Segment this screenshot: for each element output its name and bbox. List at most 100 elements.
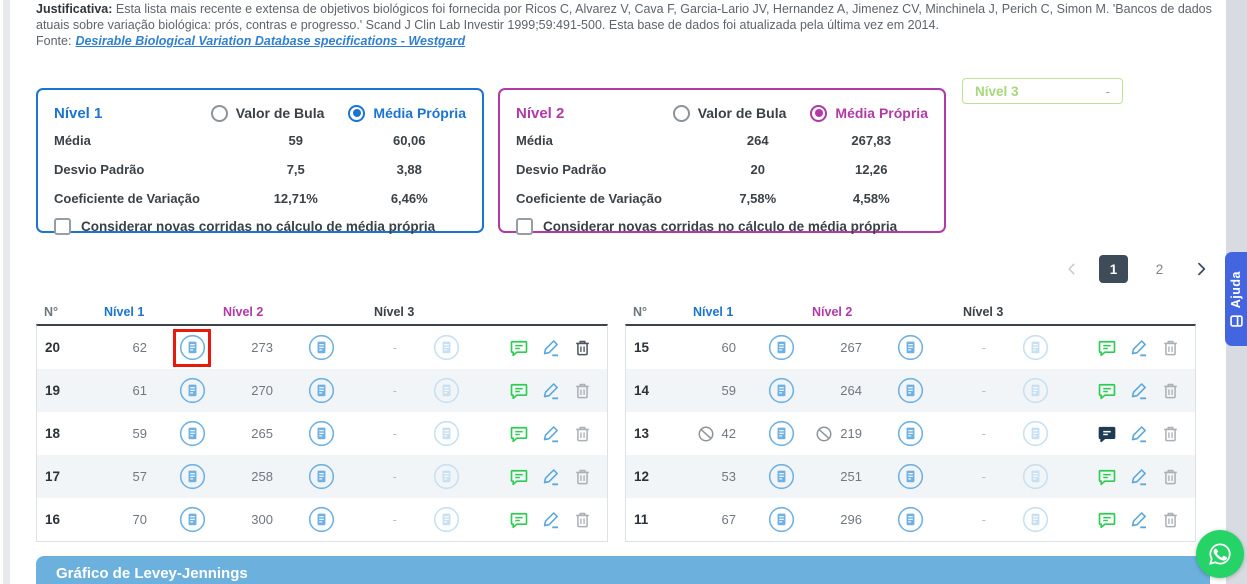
header-level2: Nível 2 (223, 305, 264, 319)
edit-button[interactable] (540, 380, 561, 401)
level1-detail-button[interactable] (767, 420, 795, 448)
document-icon (1022, 420, 1048, 447)
comment-button[interactable] (508, 509, 529, 530)
level2-consider-runs-checkbox[interactable]: Considerar novas corridas no cálculo de … (516, 218, 928, 235)
level2-detail-button[interactable] (307, 463, 335, 491)
level3-detail-button[interactable] (432, 420, 460, 448)
level2-detail-button[interactable] (896, 420, 924, 448)
level2-detail-button[interactable] (896, 377, 924, 405)
edit-button[interactable] (540, 509, 561, 530)
level3-detail-button[interactable] (432, 463, 460, 491)
delete-button[interactable] (1160, 466, 1181, 487)
level1-detail-button[interactable] (178, 377, 206, 405)
level1-detail-button[interactable] (767, 334, 795, 362)
comment-icon (510, 340, 527, 356)
comment-button[interactable] (1096, 337, 1117, 358)
level1-detail-button[interactable] (767, 506, 795, 534)
pagination-next-button[interactable] (1191, 259, 1211, 279)
level3-detail-button[interactable] (1021, 506, 1049, 534)
level3-panel[interactable]: Nível 3 - (962, 78, 1123, 104)
comment-button[interactable] (508, 466, 529, 487)
edit-button[interactable] (1128, 423, 1149, 444)
pagination-prev-button[interactable] (1062, 259, 1082, 279)
level3-detail-button[interactable] (1021, 377, 1049, 405)
radio-unchecked-icon[interactable] (672, 104, 690, 122)
radio-checked-icon[interactable] (348, 104, 366, 122)
pagination-page-2[interactable]: 2 (1155, 261, 1164, 277)
delete-button[interactable] (572, 380, 593, 401)
edit-button[interactable] (540, 423, 561, 444)
level2-detail-button[interactable] (896, 506, 924, 534)
level2-detail-button[interactable] (307, 506, 335, 534)
comment-button[interactable] (1096, 423, 1117, 444)
level1-detail-button[interactable] (178, 463, 206, 491)
level1-value: 70 (132, 512, 147, 527)
trash-icon (1164, 469, 1177, 484)
edit-button[interactable] (540, 466, 561, 487)
edit-button[interactable] (1128, 380, 1149, 401)
level3-detail-button[interactable] (1021, 463, 1049, 491)
comment-button[interactable] (1096, 466, 1117, 487)
comment-button[interactable] (508, 380, 529, 401)
delete-button[interactable] (572, 509, 593, 530)
edit-button[interactable] (540, 337, 561, 358)
delete-button[interactable] (572, 337, 593, 358)
document-icon (897, 420, 923, 447)
edit-button[interactable] (1128, 466, 1149, 487)
level3-detail-button[interactable] (1021, 334, 1049, 362)
level1-title: Nível 1 (54, 104, 103, 122)
edit-button[interactable] (1128, 509, 1149, 530)
level1-radio-media-propria[interactable]: Média Própria (348, 104, 466, 122)
help-tab[interactable]: Ajuda (1225, 252, 1247, 346)
level1-radio-valor-de-bula[interactable]: Valor de Bula (210, 104, 324, 122)
edit-button[interactable] (1128, 337, 1149, 358)
level2-detail-button[interactable] (896, 334, 924, 362)
level3-detail-button[interactable] (432, 506, 460, 534)
checkbox-icon[interactable] (516, 218, 533, 235)
level3-detail-button[interactable] (432, 334, 460, 362)
blocked-icon (698, 426, 714, 441)
level1-detail-button[interactable] (767, 463, 795, 491)
level1-detail-button[interactable] (178, 506, 206, 534)
whatsapp-button[interactable] (1196, 530, 1244, 578)
delete-button[interactable] (572, 466, 593, 487)
level1-value: 67 (721, 512, 736, 527)
level2-radio-valor-de-bula[interactable]: Valor de Bula (672, 104, 786, 122)
level1-media-propria: 60,06 (392, 133, 426, 148)
delete-button[interactable] (1160, 337, 1181, 358)
radio-unchecked-icon[interactable] (210, 104, 228, 122)
comment-button[interactable] (508, 337, 529, 358)
level2-detail-button[interactable] (307, 334, 335, 362)
comment-icon (1098, 383, 1115, 399)
delete-button[interactable] (1160, 509, 1181, 530)
level2-desvio-bula: 20 (750, 162, 765, 177)
run-row-13: 13 42 219 - (626, 412, 1195, 455)
level2-radio-media-propria[interactable]: Média Própria (810, 104, 928, 122)
runs-table-body: 15 60 267 - 14 59 264 - 13 42 219 - 12 53 251 - 11 67 296 - (625, 324, 1196, 542)
radio-checked-icon[interactable] (810, 104, 828, 122)
pagination-page-1[interactable]: 1 (1099, 255, 1128, 283)
document-icon (897, 377, 923, 404)
comment-button[interactable] (1096, 509, 1117, 530)
level1-consider-runs-checkbox[interactable]: Considerar novas corridas no cálculo de … (54, 218, 466, 235)
level1-detail-button[interactable] (178, 420, 206, 448)
fonte-link[interactable]: Desirable Biological Variation Database … (75, 34, 466, 48)
level1-media-row: Média 59 60,06 (54, 126, 466, 155)
delete-button[interactable] (1160, 380, 1181, 401)
level1-cv-bula: 12,71% (273, 191, 318, 206)
comment-button[interactable] (508, 423, 529, 444)
run-row-20: 20 62 273 - (37, 326, 607, 369)
level3-detail-button[interactable] (432, 377, 460, 405)
run-number: 11 (634, 512, 649, 527)
checkbox-icon[interactable] (54, 218, 71, 235)
delete-button[interactable] (572, 423, 593, 444)
level2-detail-button[interactable] (307, 377, 335, 405)
document-icon (308, 377, 334, 404)
level1-detail-button[interactable] (173, 328, 211, 367)
comment-button[interactable] (1096, 380, 1117, 401)
level3-detail-button[interactable] (1021, 420, 1049, 448)
level2-detail-button[interactable] (896, 463, 924, 491)
delete-button[interactable] (1160, 423, 1181, 444)
level2-detail-button[interactable] (307, 420, 335, 448)
level1-detail-button[interactable] (767, 377, 795, 405)
